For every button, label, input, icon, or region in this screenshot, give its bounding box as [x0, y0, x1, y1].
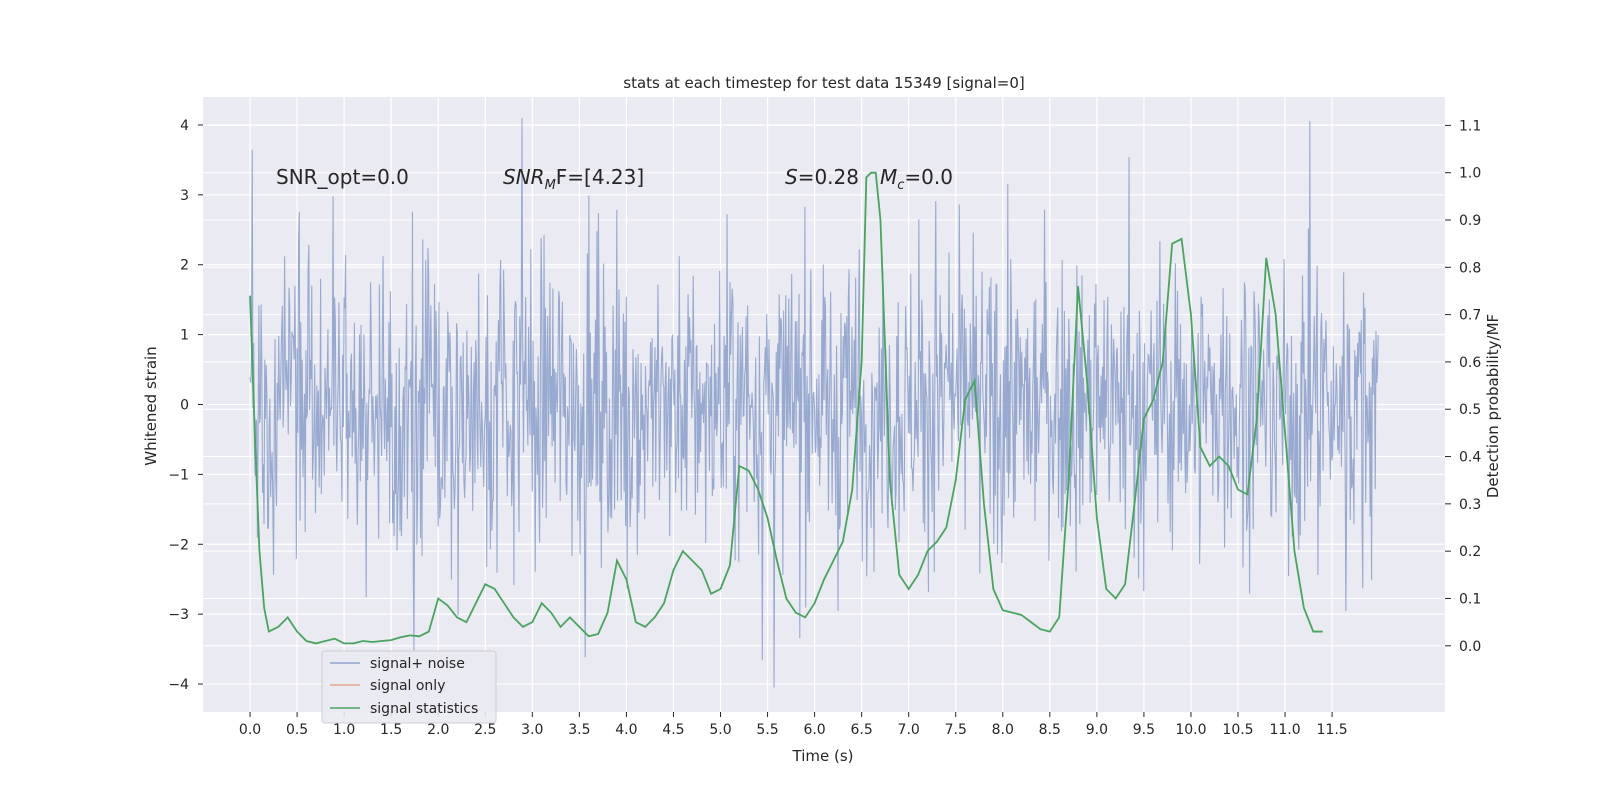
x-tick-label: 2.0 — [427, 722, 449, 738]
signal-statistics-line — [249, 171, 1323, 645]
annotation-snr-mf-prefix: SNR — [503, 165, 545, 189]
x-tick-label: 3.5 — [568, 722, 590, 738]
y2-tick-label: 0.0 — [1459, 639, 1481, 655]
x-tick-label: 11.0 — [1269, 722, 1300, 738]
y-tick-label: 0 — [180, 398, 189, 414]
x-tick-label: 1.0 — [333, 722, 355, 738]
annotation-s: S=0.28 — [785, 165, 859, 189]
signal-noise-series — [249, 117, 1379, 688]
x-tick-label: 8.5 — [1039, 722, 1061, 738]
x-tick-label: 10.0 — [1175, 722, 1206, 738]
grid — [203, 97, 1445, 712]
y2-tick-label: 0.5 — [1459, 402, 1481, 418]
x-axis: 0.0 0.5 1.0 1.5 2.0 2.5 3.0 3.5 4.0 4.5 5.0 5.5 6.0 6… — [239, 712, 1348, 738]
y-tick-label: 1 — [180, 328, 189, 344]
x-tick-label: 0.0 — [239, 722, 261, 738]
x-tick-label: 0.5 — [286, 722, 308, 738]
annotation-mc-label: M — [880, 165, 897, 189]
y2-axis-label: Detection probability/MF — [1484, 314, 1502, 498]
y-tick-label: −2 — [168, 537, 189, 553]
x-tick-label: 1.5 — [380, 722, 402, 738]
chart-title: stats at each timestep for test data 153… — [623, 74, 1024, 92]
legend-label-signal-statistics: signal statistics — [370, 701, 478, 717]
y2-tick-label: 0.3 — [1459, 497, 1481, 513]
annotation-mc-value: =0.0 — [904, 165, 953, 189]
y-tick-label: 2 — [180, 258, 189, 274]
y2-tick-label: 0.9 — [1459, 213, 1481, 229]
x-tick-label: 11.5 — [1317, 722, 1348, 738]
x-tick-label: 6.5 — [851, 722, 873, 738]
x-tick-label: 8.0 — [992, 722, 1014, 738]
annotation-snr-opt: SNR_opt=0.0 — [276, 165, 409, 189]
y2-tick-label: 0.1 — [1459, 591, 1481, 607]
y2-tick-label: 0.4 — [1459, 450, 1481, 466]
y-tick-label: 4 — [180, 118, 189, 134]
y-tick-label: −3 — [168, 607, 189, 623]
x-tick-label: 4.5 — [662, 722, 684, 738]
x-tick-label: 9.0 — [1086, 722, 1108, 738]
x-tick-label: 10.5 — [1222, 722, 1253, 738]
x-tick-label: 5.5 — [756, 722, 778, 738]
x-tick-label: 7.0 — [898, 722, 920, 738]
y-axis-label: Whitened strain — [142, 346, 160, 465]
y2-tick-label: 1.1 — [1459, 118, 1481, 134]
x-tick-label: 7.5 — [945, 722, 967, 738]
signal-statistics-series — [249, 171, 1323, 645]
annotation-snr-mf-suffix: F=[4.23] — [556, 165, 644, 189]
x-tick-label: 3.0 — [521, 722, 543, 738]
legend-label-signal-noise: signal+ noise — [370, 656, 465, 672]
y2-tick-label: 0.2 — [1459, 544, 1481, 560]
y2-tick-label: 0.7 — [1459, 308, 1481, 324]
y2-tick-label: 0.8 — [1459, 260, 1481, 276]
x-tick-label: 2.5 — [474, 722, 496, 738]
y2-tick-label: 1.0 — [1459, 166, 1481, 182]
annotation-mc-sub: c — [897, 178, 904, 193]
x-tick-label: 5.0 — [709, 722, 731, 738]
annotation-s-value: =0.28 — [798, 165, 859, 189]
y-tick-label: −1 — [168, 467, 189, 483]
annotation-snr-mf-sub: M — [545, 178, 556, 193]
annotation-mc: Mc=0.0 — [880, 165, 953, 193]
signal-noise-line — [249, 117, 1379, 688]
y-tick-label: 3 — [180, 188, 189, 204]
y2-tick-label: 0.6 — [1459, 355, 1481, 371]
legend-label-signal-only: signal only — [370, 678, 445, 694]
x-tick-label: 4.0 — [615, 722, 637, 738]
legend: signal+ noise signal only signal statist… — [321, 650, 497, 724]
annotation-s-label: S — [785, 165, 798, 189]
y-axis-right: 1.1 1.0 0.9 0.8 0.7 0.6 0.5 0.4 0.3 0.2 0.1 0.0 — [1445, 118, 1481, 655]
y-tick-label: −4 — [168, 677, 189, 693]
annotation-snr-mf: SNRMF=[4.23] — [503, 165, 644, 193]
x-tick-label: 6.0 — [803, 722, 825, 738]
x-axis-label: Time (s) — [792, 747, 854, 765]
x-tick-label: 9.5 — [1133, 722, 1155, 738]
y-axis-left: 4 3 2 1 0 −1 −2 −3 −4 — [168, 118, 203, 693]
legend-box — [321, 650, 497, 724]
